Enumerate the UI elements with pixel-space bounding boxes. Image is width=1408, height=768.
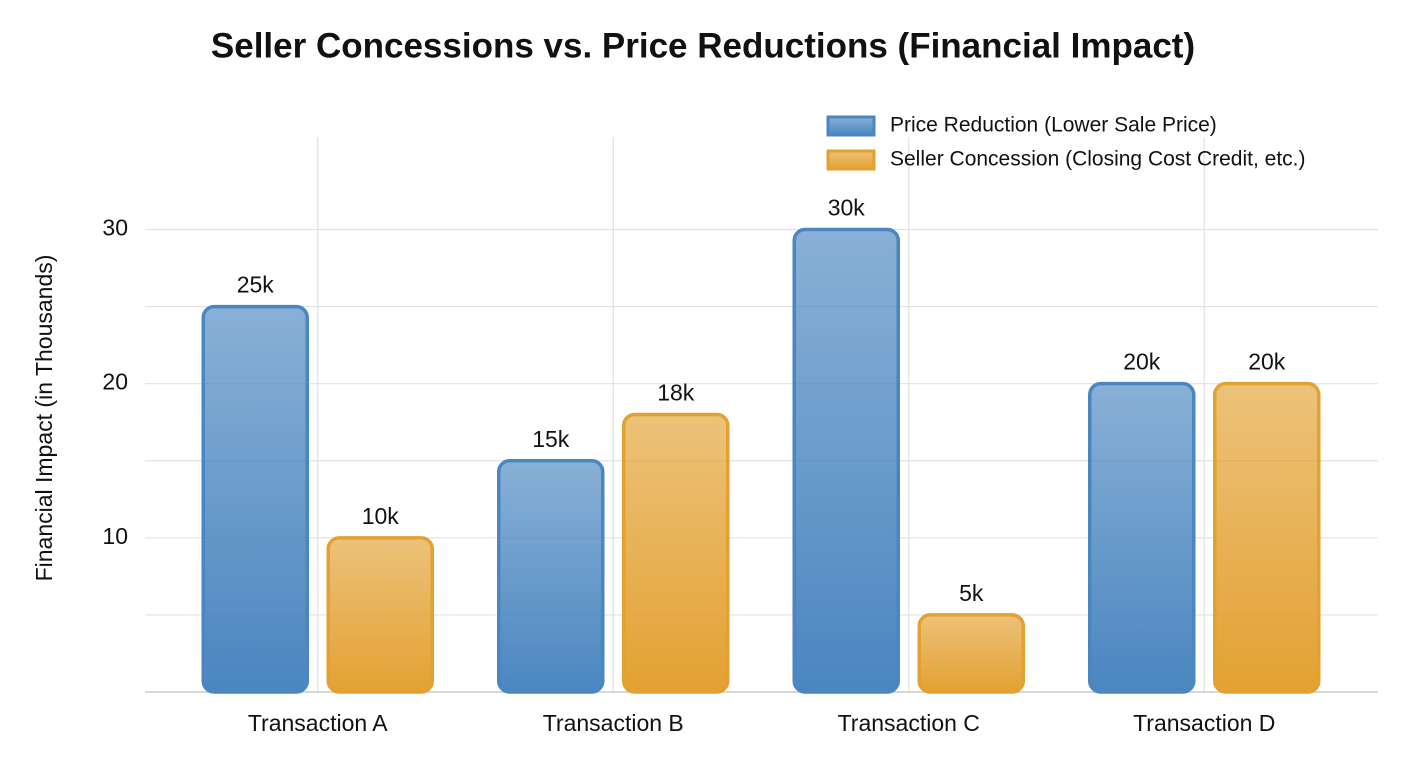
- y-axis-label: Financial Impact (in Thousands): [31, 255, 57, 582]
- legend-swatch: [826, 149, 876, 171]
- bar: [792, 227, 900, 694]
- bar: [622, 412, 730, 694]
- bar: [497, 459, 605, 694]
- x-tick-label: Transaction B: [543, 710, 684, 736]
- y-tick-label: 30: [102, 215, 128, 241]
- y-tick-label: 20: [102, 369, 128, 395]
- x-tick-label: Transaction D: [1133, 710, 1275, 736]
- legend-label: Price Reduction (Lower Sale Price): [890, 114, 1217, 137]
- bar: [1213, 381, 1321, 694]
- data-label: 20k: [1123, 349, 1161, 375]
- y-tick-label: 10: [102, 523, 128, 549]
- data-label: 20k: [1248, 349, 1286, 375]
- data-label: 10k: [362, 503, 400, 529]
- bar: [326, 536, 434, 694]
- data-label: 30k: [828, 195, 866, 221]
- bar: [917, 613, 1025, 694]
- legend-label: Seller Concession (Closing Cost Credit, …: [890, 148, 1306, 171]
- x-tick-label: Transaction A: [248, 710, 388, 736]
- data-label: 18k: [657, 380, 695, 406]
- data-label: 25k: [237, 272, 275, 298]
- chart-title: Seller Concessions vs. Price Reductions …: [211, 26, 1195, 65]
- data-label: 5k: [959, 580, 984, 606]
- bar: [201, 304, 309, 694]
- x-tick-label: Transaction C: [838, 710, 980, 736]
- bar: [1088, 381, 1196, 694]
- data-label: 15k: [532, 426, 570, 452]
- legend-swatch: [826, 115, 876, 137]
